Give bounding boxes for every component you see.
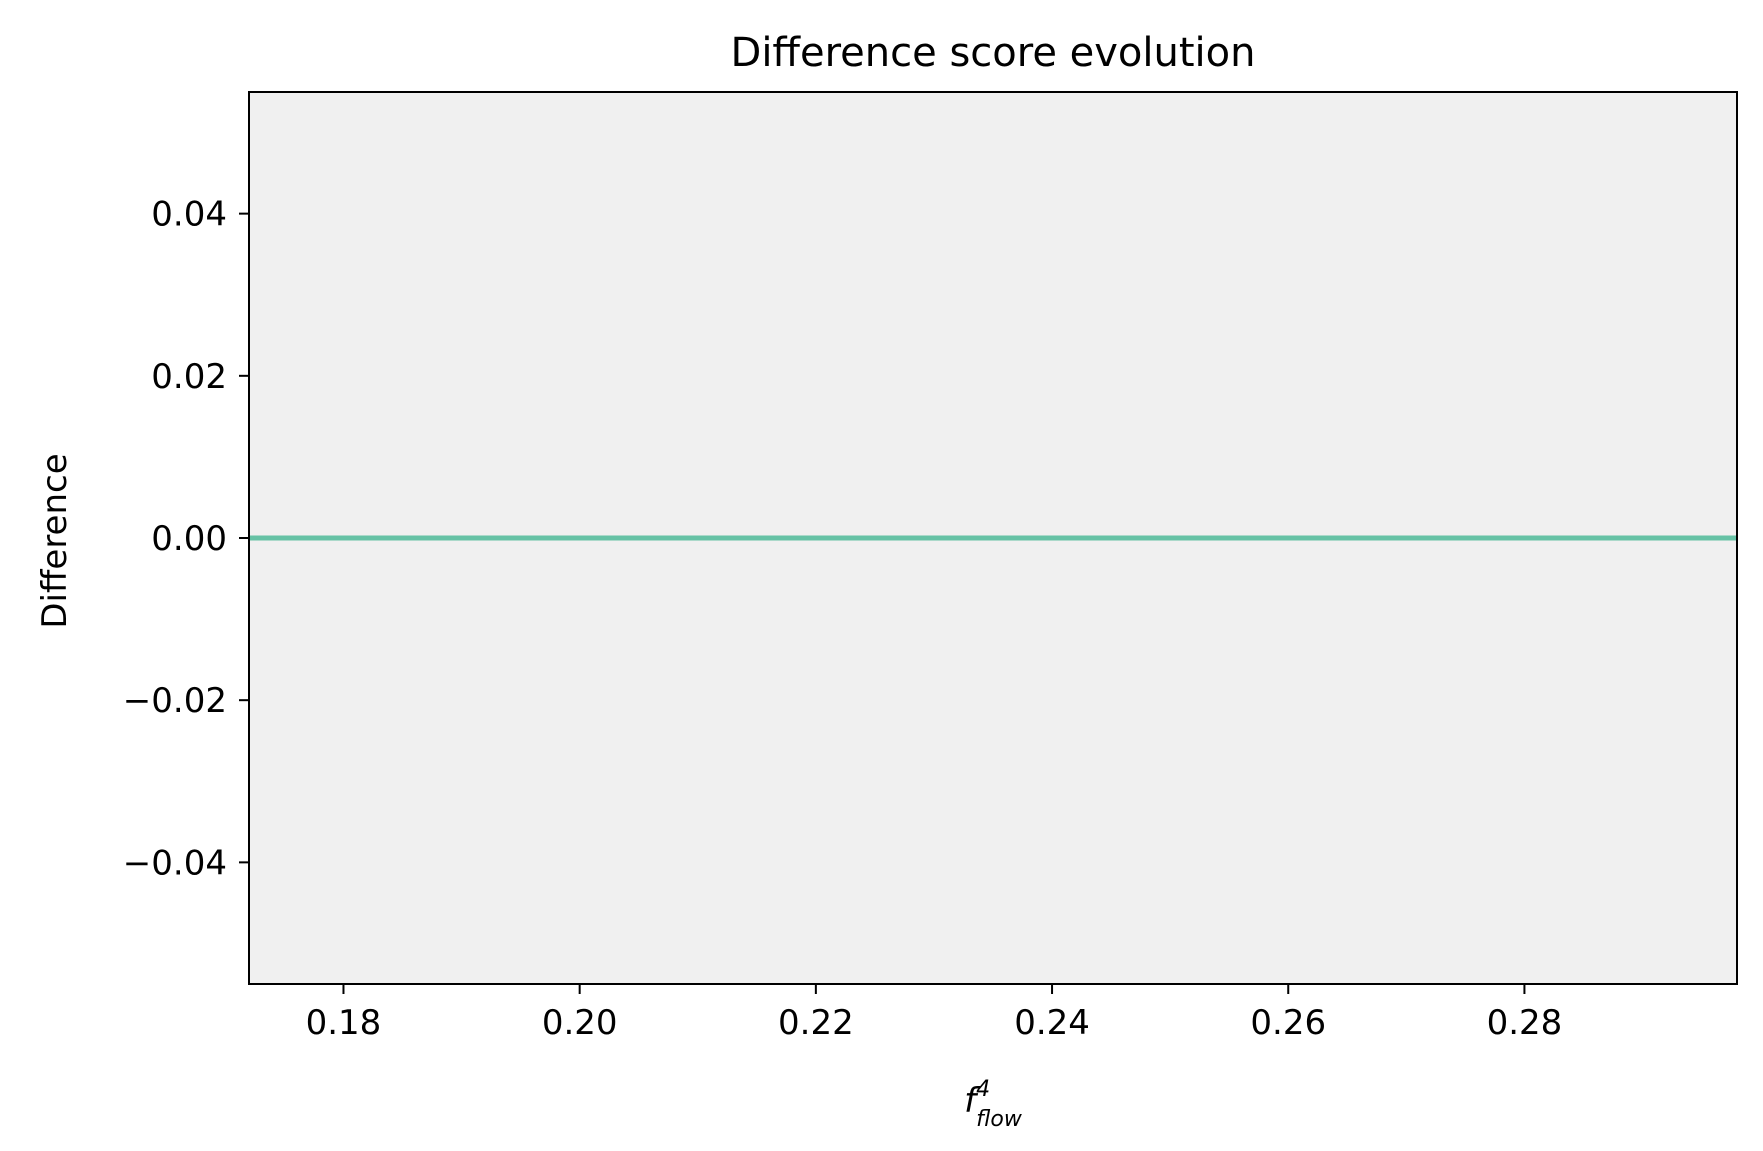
- x-tick-label: 0.22: [778, 1003, 854, 1043]
- x-axis: 0.18 0.20 0.22 0.24 0.26 0.28: [306, 984, 1563, 1043]
- x-tick-label: 0.28: [1487, 1003, 1563, 1043]
- y-tick-label: 0.00: [151, 519, 227, 559]
- x-tick-label: 0.20: [542, 1003, 618, 1043]
- y-tick-label: 0.02: [151, 357, 227, 397]
- chart-title: Difference score evolution: [731, 30, 1256, 76]
- y-tick-label: 0.04: [151, 195, 227, 235]
- x-tick-label: 0.26: [1250, 1003, 1326, 1043]
- y-axis: 0.04 0.02 0.00 −0.02 −0.04: [123, 195, 249, 883]
- x-axis-label: f4 flow: [964, 1077, 1023, 1132]
- x-tick-label: 0.18: [306, 1003, 382, 1043]
- y-tick-label: −0.02: [123, 681, 227, 721]
- y-tick-label: −0.04: [123, 843, 227, 883]
- x-axis-label-subscript: flow: [976, 1107, 1023, 1132]
- x-axis-label-superscript: 4: [976, 1077, 990, 1102]
- x-tick-label: 0.24: [1014, 1003, 1090, 1043]
- y-axis-label: Difference: [35, 453, 75, 628]
